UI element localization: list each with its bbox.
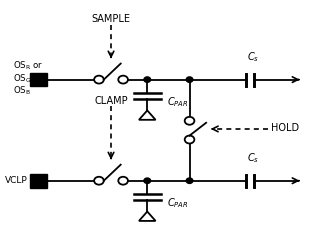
Circle shape [186,77,193,82]
Circle shape [186,178,193,184]
Text: VCLP: VCLP [4,176,27,185]
Circle shape [94,177,104,185]
Text: CLAMP: CLAMP [94,95,128,105]
Circle shape [118,177,128,185]
Bar [30,73,47,86]
Text: $\mathregular{OS_R}$ or: $\mathregular{OS_R}$ or [13,60,43,72]
Circle shape [185,136,194,144]
Circle shape [144,77,151,82]
Text: SAMPLE: SAMPLE [91,14,131,24]
Text: HOLD: HOLD [271,123,299,133]
Circle shape [144,178,151,184]
Text: $C_s$: $C_s$ [247,50,259,63]
Circle shape [185,117,194,125]
Text: $\mathregular{OS_G}$ or: $\mathregular{OS_G}$ or [13,72,44,85]
Bar [30,174,47,187]
Circle shape [94,76,104,84]
Circle shape [118,76,128,84]
Text: $C_{PAR}$: $C_{PAR}$ [167,196,188,210]
Text: $C_{PAR}$: $C_{PAR}$ [167,95,188,109]
Text: $\mathregular{OS_B}$: $\mathregular{OS_B}$ [13,85,31,97]
Text: $C_s$: $C_s$ [247,151,259,165]
